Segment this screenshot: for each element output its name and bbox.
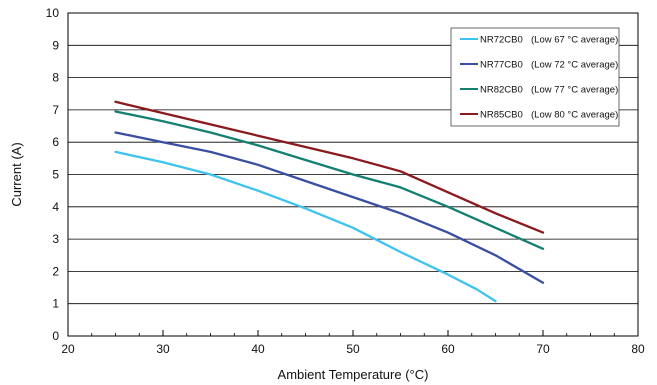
legend-note-nr82cb0: (Low 77 °C average)	[531, 85, 618, 96]
y-tick-label-2: 2	[52, 264, 59, 278]
legend-note-nr85cb0: (Low 80 °C average)	[531, 110, 618, 121]
y-tick-label-0: 0	[52, 329, 59, 343]
x-tick-label-70: 70	[536, 342, 550, 356]
x-axis-ticks: 20 30 40 50 60 70 80	[61, 330, 645, 356]
x-tick-label-60: 60	[441, 342, 455, 356]
legend-box	[450, 27, 620, 127]
series-line-nr82cb0	[114, 110, 545, 250]
y-tick-label-10: 10	[46, 6, 60, 20]
y-tick-label-3: 3	[52, 232, 59, 246]
legend-label-nr72cb0: NR72CB0	[480, 35, 523, 46]
x-axis-label: Ambient Temperature (°C)	[278, 367, 429, 382]
x-tick-label-20: 20	[61, 342, 75, 356]
y-axis-label: Current (A)	[9, 142, 24, 206]
series-line-nr85cb0	[114, 100, 545, 234]
legend-note-nr77cb0: (Low 72 °C average)	[531, 60, 618, 71]
series-line-nr72cb0	[114, 150, 497, 303]
legend-note-nr72cb0: (Low 67 °C average)	[531, 35, 618, 46]
y-tick-label-7: 7	[52, 103, 59, 117]
y-tick-label-4: 4	[52, 200, 59, 214]
x-tick-label-50: 50	[346, 342, 360, 356]
x-tick-label-40: 40	[251, 342, 265, 356]
y-tick-label-1: 1	[52, 297, 59, 311]
legend: NR72CB0 (Low 67 °C average) NR77CB0 (Low 72…	[450, 27, 620, 127]
x-tick-label-30: 30	[156, 342, 170, 356]
legend-label-nr77cb0: NR77CB0	[480, 60, 523, 71]
y-tick-label-6: 6	[52, 135, 59, 149]
series-layer	[114, 100, 545, 303]
y-axis-ticks: 0 1 2 3 4 5 6 7 8 9 10	[46, 6, 60, 343]
y-tick-label-9: 9	[52, 38, 59, 52]
series-line-nr77cb0	[114, 131, 545, 284]
legend-label-nr82cb0: NR82CB0	[480, 85, 523, 96]
y-tick-label-5: 5	[52, 168, 59, 182]
y-tick-label-8: 8	[52, 71, 59, 85]
x-tick-label-80: 80	[631, 342, 645, 356]
legend-label-nr85cb0: NR85CB0	[480, 110, 523, 121]
